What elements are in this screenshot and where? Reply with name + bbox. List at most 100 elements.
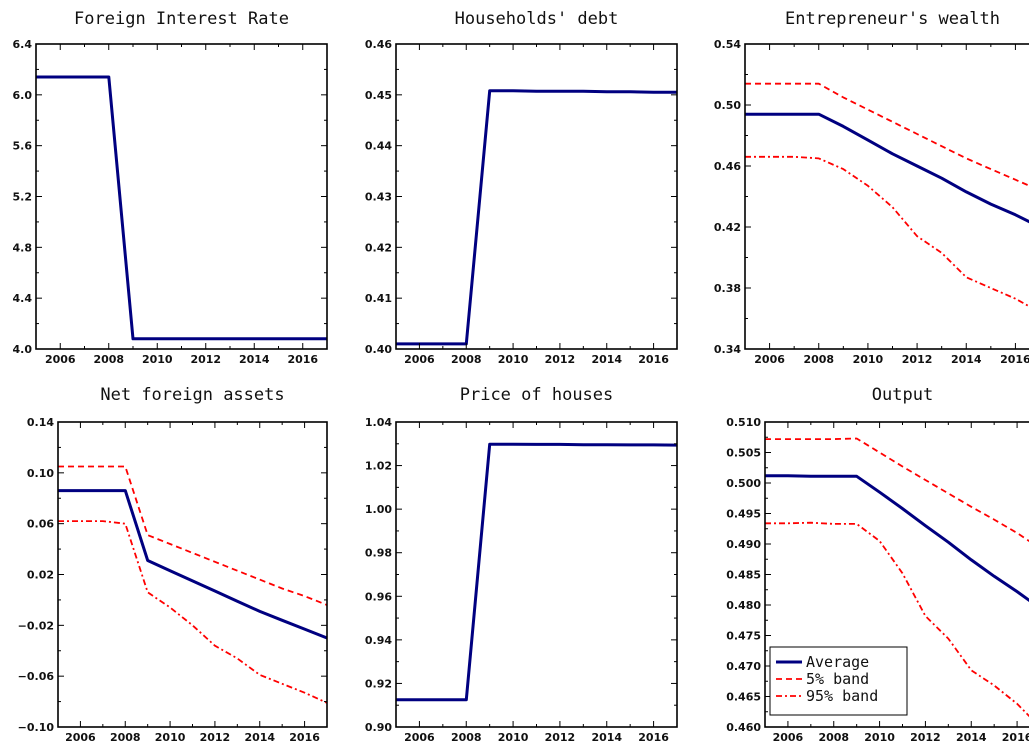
panel-foreign-interest-rate: Foreign Interest Rate 2006 2008 2010 2012 201… [13,9,328,366]
y-tick-label: 0.44 [365,140,392,153]
axes-frame [744,43,1029,350]
axes-frame [395,43,678,350]
x-tick-label: 2014 [956,731,987,743]
y-tick-label: 1.04 [365,416,392,429]
x-tick-label: 2016 [1000,353,1029,366]
panel-entrepreneurs-wealth: Entrepreneur's wealth 2006 2008 2010 2012 201… [714,9,1029,366]
y-tick-label: 6.4 [13,38,33,51]
series-line-band5 [396,443,677,701]
x-tick-label: 2008 [93,353,124,366]
y-tick-label: 4.8 [13,241,33,254]
x-tick-label: 2014 [591,353,622,366]
x-tick-label: 2006 [773,731,804,743]
series-line-band5 [745,82,1029,187]
x-tick-label: 2008 [451,731,482,743]
x-tick-label: 2016 [289,731,320,743]
y-tick-label: 0.10 [27,467,54,480]
series-line-band5 [58,465,327,606]
series-line-average [396,89,677,346]
series-line-band5 [396,89,677,345]
y-tick-label: 0.460 [726,721,761,734]
y-tick-label: 0.34 [714,343,741,356]
series-line-band95 [745,155,1029,308]
series-line-band95 [396,89,677,345]
x-tick-label: 2012 [190,353,221,366]
y-tick-label: 0.14 [27,416,54,429]
y-tick-label: 0.465 [726,691,761,704]
y-tick-label: 0.96 [365,590,392,603]
y-tick-label: 0.480 [726,599,761,612]
y-tick-label: 0.92 [365,677,392,690]
y-tick-label: 0.510 [726,416,761,429]
legend-label-band95: 95% band [806,687,878,705]
y-tick-label: 4.4 [13,292,33,305]
y-tick-label: 0.94 [365,634,392,647]
y-tick-label: 0.98 [365,547,392,560]
panel-title: Entrepreneur's wealth [785,9,1000,29]
y-tick-label: 0.46 [365,38,392,51]
x-tick-label: 2008 [818,731,849,743]
panel-output: Output 2006 2008 2010 2012 2014 2016 0.460 0.465… [726,385,1029,743]
series-line-average [765,474,1029,603]
y-tick-label: 0.475 [726,630,761,643]
y-tick-label: 0.45 [365,89,392,102]
x-tick-label: 2010 [498,731,529,743]
x-tick-label: 2010 [498,353,529,366]
y-tick-label: −0.02 [18,619,54,632]
panel-price-of-houses: Price of houses 2006 2008 2010 2012 2014 2016 0… [365,385,678,743]
x-tick-label: 2010 [853,353,884,366]
y-tick-label: 1.00 [365,503,392,516]
panel-net-foreign-assets: Net foreign assets 2006 2008 2010 2012 2014 20… [18,385,328,743]
y-tick-label: −0.06 [18,670,55,683]
y-tick-label: 0.90 [365,721,392,734]
legend-label-average: Average [806,653,869,671]
series-line-average [58,489,327,640]
axes-frame [57,421,328,728]
x-tick-label: 2014 [244,731,275,743]
panel-title: Foreign Interest Rate [74,9,289,29]
y-tick-label: 0.505 [726,447,761,460]
y-tick-label: 0.485 [726,569,761,582]
series-line-average [396,442,677,702]
x-tick-label: 2012 [545,353,576,366]
y-tick-label: 0.02 [27,569,54,582]
y-tick-label: 1.02 [365,460,392,473]
x-tick-label: 2016 [638,731,669,743]
x-tick-label: 2006 [754,353,785,366]
panel-title: Households' debt [455,9,619,29]
x-tick-label: 2008 [110,731,141,743]
series-line-average [36,75,327,341]
x-tick-label: 2016 [1002,731,1029,743]
x-tick-label: 2016 [638,353,669,366]
x-tick-label: 2014 [591,731,622,743]
legend-label-band5: 5% band [806,670,869,688]
series-line-average [745,112,1029,224]
x-tick-label: 2008 [803,353,834,366]
axes-frame [35,43,328,350]
y-tick-label: 0.43 [365,191,392,204]
series-line-band95 [765,521,1029,718]
y-tick-label: 5.2 [13,191,33,204]
series-line-band5 [765,437,1029,543]
y-tick-label: 0.42 [714,221,741,234]
y-tick-label: 0.41 [365,292,392,305]
panel-title: Price of houses [460,385,614,405]
x-tick-label: 2008 [451,353,482,366]
x-tick-label: 2016 [287,353,318,366]
y-tick-label: 5.6 [13,140,33,153]
series-line-band95 [396,443,677,701]
series-line-band95 [58,520,327,704]
x-tick-label: 2012 [200,731,231,743]
x-tick-label: 2012 [902,353,933,366]
y-tick-label: 6.0 [13,89,33,102]
x-tick-label: 2014 [951,353,982,366]
y-tick-label: 0.46 [714,160,741,173]
panel-title: Output [872,385,933,405]
panel-households-debt: Households' debt 2006 2008 2010 2012 2014 2016… [365,9,678,366]
legend-box [769,646,908,716]
x-tick-label: 2014 [239,353,270,366]
y-tick-label: 0.42 [365,241,392,254]
y-tick-label: 0.470 [726,660,761,673]
